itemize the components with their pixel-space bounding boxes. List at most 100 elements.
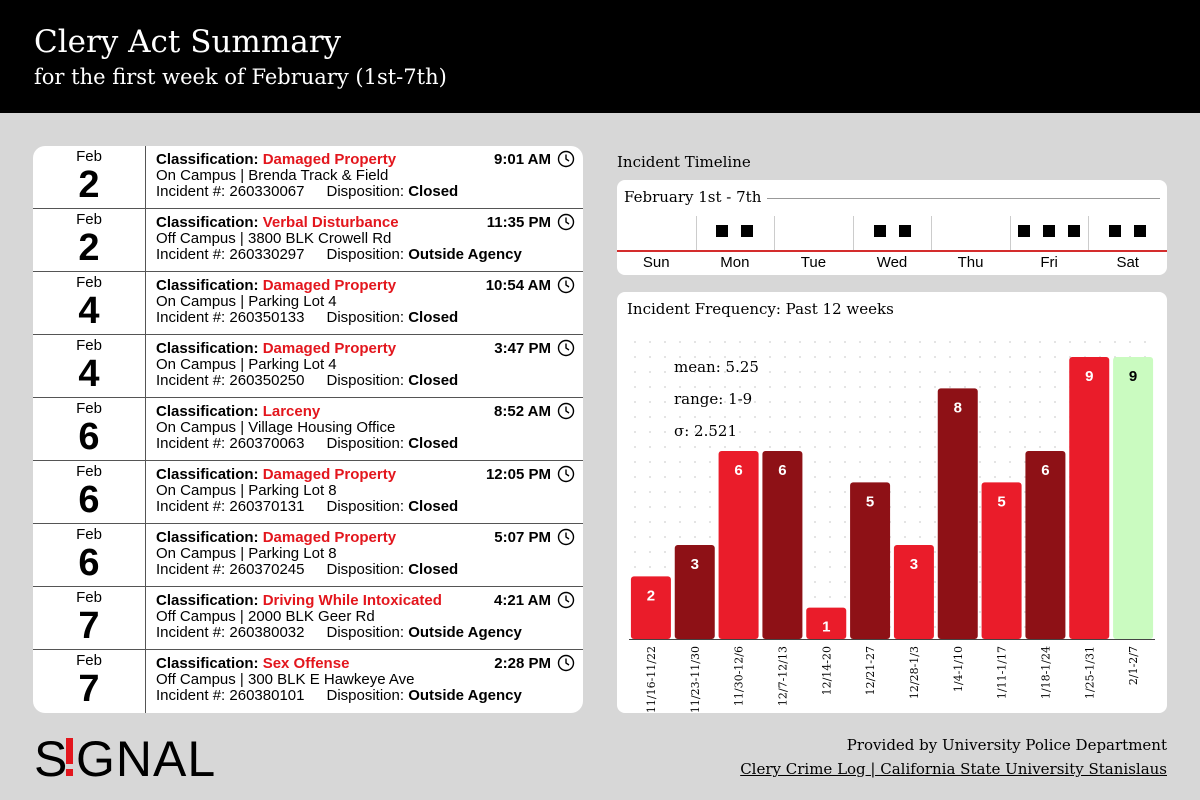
incident-entry: Feb 6 Classification: Damaged Property On C… <box>33 524 583 587</box>
classification-label: Classification: <box>156 466 263 483</box>
incident-time: 5:07 PM <box>494 529 551 546</box>
logo-text-rest: GNAL <box>76 731 214 780</box>
incident-date: Feb 6 <box>33 398 146 460</box>
incident-info: Classification: Damaged Property On Campu… <box>156 152 573 200</box>
incident-classification: Damaged Property <box>262 466 397 483</box>
incident-number-label: Incident #: <box>156 183 230 200</box>
bar-value-label: 9 <box>1129 368 1137 385</box>
disposition-label: Disposition: <box>326 687 409 704</box>
bar-value-label: 6 <box>1041 462 1049 479</box>
disposition-label: Disposition: <box>326 372 409 389</box>
x-tick-label: 11/23-11/30 <box>689 646 702 713</box>
incident-month: Feb <box>76 400 102 417</box>
bar <box>1069 357 1110 639</box>
incident-number-label: Incident #: <box>156 687 230 704</box>
incident-disposition: Outside Agency <box>408 624 522 641</box>
logo-exclaim-dot <box>66 769 73 776</box>
classification-label: Classification: <box>156 214 263 231</box>
incident-disposition: Closed <box>408 309 459 326</box>
bar <box>718 451 759 639</box>
bar <box>937 388 978 639</box>
incident-time: 4:21 AM <box>494 592 551 609</box>
incident-date: Feb 4 <box>33 335 146 397</box>
timeline-incident-marker <box>1068 225 1081 237</box>
timeline-card: February 1st - 7th Sun Mon Tue Wed Thu Fri Sat <box>617 180 1167 275</box>
bar-value-label: 1 <box>822 619 830 636</box>
incident-location: Off Campus | 2000 BLK Geer Rd <box>156 608 375 625</box>
bar <box>674 545 715 639</box>
incident-disposition: Outside Agency <box>408 687 522 704</box>
timeline-day-label: Tue <box>800 254 827 271</box>
incident-time: 10:54 AM <box>485 277 551 294</box>
incident-disposition: Closed <box>408 498 459 515</box>
incident-date: Feb 4 <box>33 272 146 334</box>
incident-classification: Damaged Property <box>262 340 397 357</box>
disposition-label: Disposition: <box>326 561 409 578</box>
incident-disposition: Outside Agency <box>408 246 522 263</box>
logo-text: S <box>34 731 68 780</box>
timeline-day-cell <box>774 216 854 250</box>
incident-day: 7 <box>78 605 100 647</box>
incident-day: 6 <box>78 479 100 521</box>
incident-number: 260380101 <box>229 687 305 704</box>
disposition-label: Disposition: <box>326 309 409 326</box>
incident-info: Classification: Damaged Property On Campu… <box>156 530 573 578</box>
incident-time: 9:01 AM <box>494 151 551 168</box>
incident-entry: Feb 6 Classification: Larceny On Campus | V… <box>33 398 583 461</box>
classification-label: Classification: <box>156 151 263 168</box>
bar <box>893 545 934 639</box>
incident-location: On Campus | Village Housing Office <box>156 419 396 436</box>
footer-source-link[interactable]: Clery Crime Log | California State Unive… <box>740 760 1167 778</box>
x-tick-label: 11/30-12/6 <box>733 646 746 706</box>
bar-value-label: 3 <box>691 556 699 573</box>
bar <box>762 451 803 639</box>
incident-month: Feb <box>76 589 102 606</box>
page-subtitle: for the first week of February (1st-7th) <box>34 65 447 89</box>
incident-disposition: Closed <box>408 183 459 200</box>
timeline-day-label: Wed <box>876 254 908 271</box>
timeline-axis <box>617 250 1167 252</box>
incident-month: Feb <box>76 211 102 228</box>
incident-month: Feb <box>76 274 102 291</box>
incident-month: Feb <box>76 337 102 354</box>
incident-number-label: Incident #: <box>156 624 230 641</box>
clock-icon <box>557 339 575 357</box>
incident-day: 6 <box>78 542 100 584</box>
disposition-label: Disposition: <box>326 498 409 515</box>
timeline-title: Incident Timeline <box>617 153 751 171</box>
bar <box>1113 357 1154 639</box>
header: Clery Act Summary for the first week of … <box>0 0 1200 113</box>
frequency-chart: 2 11/16-11/22 3 11/23-11/30 6 11/30-12/6 6 12/7… <box>629 341 1155 713</box>
incident-number-label: Incident #: <box>156 246 230 263</box>
bar-value-label: 3 <box>910 556 918 573</box>
timeline-day-label: Thu <box>957 254 984 271</box>
clock-icon <box>557 276 575 294</box>
incident-info: Classification: Sex Offense Off Campus | … <box>156 656 573 704</box>
incident-number: 260370063 <box>229 435 305 452</box>
incident-classification: Verbal Disturbance <box>262 214 399 231</box>
incident-number: 260370131 <box>229 498 305 515</box>
incident-info: Classification: Larceny On Campus | Villa… <box>156 404 573 452</box>
incident-disposition: Closed <box>408 372 459 389</box>
incident-number: 260350133 <box>229 309 305 326</box>
logo-exclaim-bar <box>66 738 73 764</box>
timeline-subtitle: February 1st - 7th <box>624 188 768 206</box>
bar <box>806 607 847 639</box>
incident-day: 2 <box>78 227 100 269</box>
timeline-day-label: Mon <box>720 254 750 271</box>
incident-location: On Campus | Parking Lot 4 <box>156 293 337 310</box>
classification-label: Classification: <box>156 592 263 609</box>
timeline-day-cell <box>1088 216 1167 250</box>
incident-number-label: Incident #: <box>156 372 230 389</box>
incident-day: 7 <box>78 668 100 710</box>
bar-value-label: 9 <box>1085 368 1093 385</box>
x-tick-label: 1/18-1/24 <box>1039 646 1052 699</box>
incident-month: Feb <box>76 652 102 669</box>
timeline-day-label: Sun <box>642 254 670 271</box>
bar <box>1025 451 1066 639</box>
bar-value-label: 8 <box>954 399 962 416</box>
incident-entry: Feb 7 Classification: Driving While Intoxi… <box>33 587 583 650</box>
timeline-rule <box>767 198 1160 199</box>
timeline-incident-marker <box>1109 225 1122 237</box>
timeline-day-cell <box>852 216 933 250</box>
